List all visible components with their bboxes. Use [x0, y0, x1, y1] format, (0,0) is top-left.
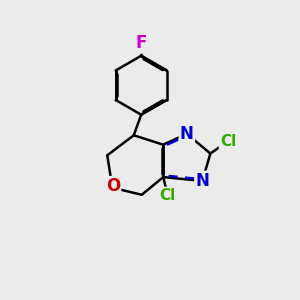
Text: Cl: Cl: [160, 188, 176, 203]
Text: N: N: [180, 125, 194, 143]
Text: F: F: [136, 34, 147, 52]
Text: Cl: Cl: [220, 134, 236, 149]
Text: O: O: [106, 177, 120, 195]
Text: N: N: [196, 172, 209, 190]
